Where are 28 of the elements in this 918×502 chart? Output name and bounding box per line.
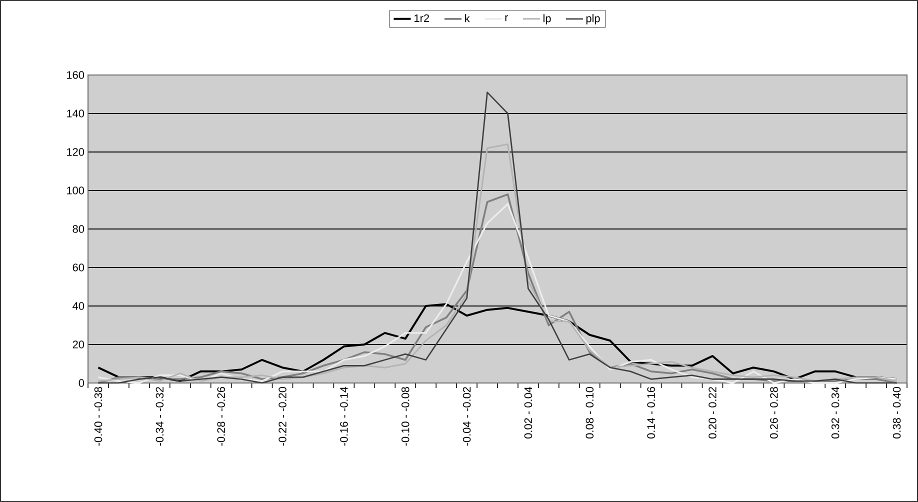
x-tick-label: -0.16 - -0.14	[340, 386, 348, 446]
x-tick-label: -0.22 - -0.20	[278, 386, 286, 446]
y-tick-label: 60	[72, 264, 84, 272]
x-tick-label: 0.08 - 0.10	[586, 386, 594, 438]
x-tick-label: -0.10 - -0.08	[402, 387, 410, 446]
x-tick-label: 0.26 - 0.28	[770, 387, 778, 438]
x-tick-label: 0.14 - 0.16	[647, 387, 655, 438]
x-tick-label: 0.20 - 0.22	[708, 387, 716, 438]
legend-label: 1r2	[414, 14, 430, 22]
y-tick-label: 80	[72, 225, 84, 233]
y-tick-label: 0	[78, 379, 84, 387]
legend-label: k	[465, 14, 470, 22]
y-tick-label: 40	[72, 302, 84, 310]
legend-label: plp	[586, 14, 600, 24]
y-tick-label: 140	[67, 110, 84, 118]
legend-label: lp	[543, 14, 551, 24]
legend-label: r	[505, 15, 508, 22]
x-tick-label: -0.04 - -0.02	[462, 387, 471, 446]
x-tick-label: -0.28 - -0.26	[217, 387, 225, 446]
x-tick-label: -0.40 - -0.38	[94, 387, 102, 446]
x-tick-label: 0.38 - 0.40	[892, 386, 901, 438]
x-tick-label: -0.34 - -0.32	[156, 387, 164, 446]
y-tick-label: 20	[72, 340, 84, 348]
x-tick-label: 0.02 - 0.04	[524, 386, 532, 438]
x-tick-label: 0.32 - 0.34	[831, 386, 840, 438]
y-tick-label: 120	[67, 148, 84, 156]
y-tick-label: 160	[67, 71, 84, 79]
y-tick-label: 100	[67, 186, 84, 194]
